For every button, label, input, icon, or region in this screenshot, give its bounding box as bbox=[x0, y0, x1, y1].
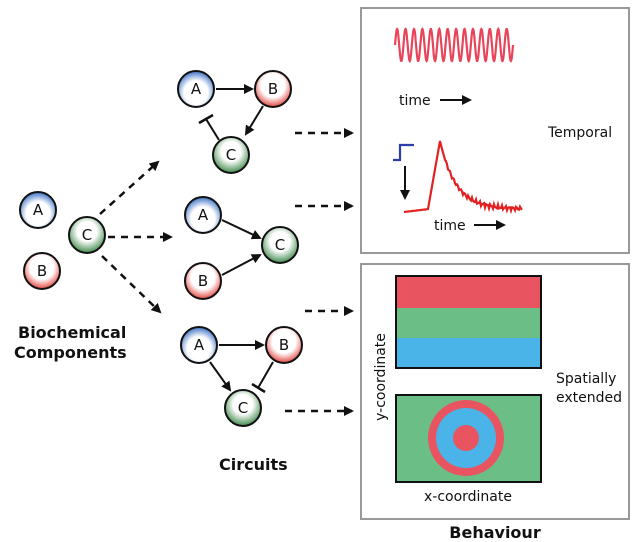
behaviour-title: Behaviour bbox=[449, 523, 541, 542]
bullseye-center bbox=[453, 425, 479, 451]
spatial-label-line2: extended bbox=[556, 390, 622, 406]
stripe-green bbox=[396, 308, 541, 338]
components-title-line2: Components bbox=[14, 343, 127, 362]
temporal-label: Temporal bbox=[547, 125, 612, 141]
inhibition-line bbox=[205, 118, 220, 141]
temporal-panel: time time Temporal bbox=[360, 7, 630, 254]
circuits-title: Circuits bbox=[219, 455, 288, 474]
bullseye-pattern bbox=[395, 394, 542, 483]
component-node-a bbox=[19, 191, 57, 229]
circuit3-node-b-label: B bbox=[279, 336, 289, 354]
arrow-icon bbox=[209, 361, 232, 392]
circuit3-node-c bbox=[224, 389, 262, 427]
circuit2-node-a-label: A bbox=[198, 206, 209, 224]
circuit3-node-b bbox=[265, 326, 303, 364]
spatial-panel: y-coordinate x-coordinate Spatially exte… bbox=[360, 263, 630, 520]
circuit1-node-c-label: C bbox=[226, 146, 236, 164]
input-step-curve bbox=[393, 143, 414, 162]
component-node-b bbox=[23, 252, 61, 290]
components-group: A C B Biochemical Components bbox=[14, 191, 127, 362]
circuit3-node-a-label: A bbox=[194, 336, 205, 354]
circuit-to-behaviour-arrows bbox=[285, 128, 354, 416]
circuit3-node-a bbox=[180, 326, 218, 364]
arrow-to-circuit-3 bbox=[101, 255, 162, 314]
component-node-c-label: C bbox=[82, 226, 92, 244]
circuit2-node-c bbox=[261, 226, 299, 264]
component-node-c bbox=[68, 216, 106, 254]
inhibition-bar-icon bbox=[251, 382, 266, 394]
time-label-2: time bbox=[434, 218, 466, 234]
circuit2-node-c-label: C bbox=[275, 236, 285, 254]
circuit-1: A B C bbox=[177, 70, 292, 174]
arrow-icon bbox=[221, 254, 262, 276]
circuit1-node-b bbox=[254, 70, 292, 108]
circuit3-node-c-label: C bbox=[238, 399, 248, 417]
component-node-b-label: B bbox=[37, 262, 47, 280]
inhibition-line bbox=[257, 361, 274, 389]
components-title-line1: Biochemical bbox=[18, 323, 126, 342]
spatial-label-line1: Spatially bbox=[556, 371, 616, 387]
arrow-icon bbox=[244, 105, 264, 136]
x-axis-label: x-coordinate bbox=[424, 489, 512, 505]
circuit-2: A B C bbox=[184, 196, 299, 300]
stripe-blue bbox=[396, 338, 541, 368]
pulse-response-curve bbox=[403, 140, 523, 215]
y-axis-label: y-coordinate bbox=[373, 333, 389, 421]
stripe-pattern bbox=[395, 275, 542, 369]
stripe-red bbox=[396, 276, 541, 308]
arrow-icon bbox=[221, 219, 262, 240]
component-to-circuit-arrows bbox=[99, 160, 173, 314]
circuit2-node-a bbox=[184, 196, 222, 234]
circuit1-node-a bbox=[177, 70, 215, 108]
circuit2-node-b-label: B bbox=[198, 272, 208, 290]
inhibition-bar-icon bbox=[198, 113, 214, 125]
time-label-1: time bbox=[399, 93, 431, 109]
circuit1-node-c bbox=[212, 136, 250, 174]
arrow-to-circuit-1 bbox=[99, 160, 160, 215]
circuit-3: A B C bbox=[180, 326, 303, 427]
stripe-pattern-frame bbox=[395, 275, 542, 369]
oscillation-curve bbox=[393, 26, 515, 64]
circuit2-node-b bbox=[184, 262, 222, 300]
component-node-a-label: A bbox=[33, 201, 44, 219]
circuit1-node-b-label: B bbox=[268, 80, 278, 98]
circuit1-node-a-label: A bbox=[191, 80, 202, 98]
